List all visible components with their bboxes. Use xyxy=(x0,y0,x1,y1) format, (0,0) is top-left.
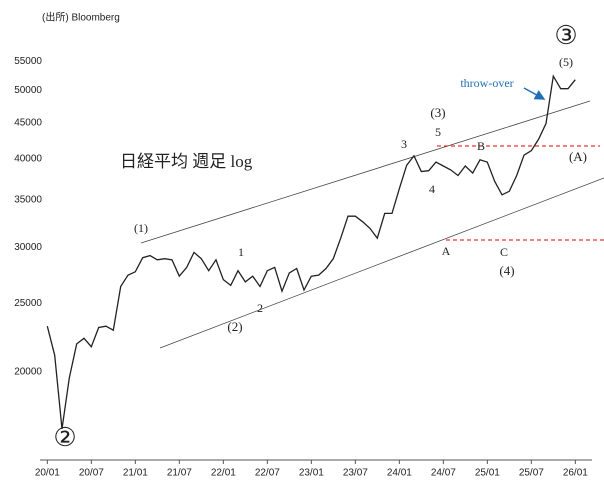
annotation: throw-over xyxy=(460,76,513,90)
x-tick-label: 20/01 xyxy=(35,468,60,479)
y-tick-label: 45000 xyxy=(14,117,42,128)
x-tick-label: 21/07 xyxy=(167,468,192,479)
annotation: (4) xyxy=(499,263,514,278)
annotation: 1 xyxy=(238,245,244,259)
annotation: C xyxy=(500,245,508,259)
annotation: 4 xyxy=(429,182,435,196)
x-tick-label: 24/07 xyxy=(431,468,456,479)
y-tick-label: 35000 xyxy=(14,195,42,206)
annotation: (2) xyxy=(227,319,242,334)
y-tick-label: 50000 xyxy=(14,85,42,96)
y-tick-label: 40000 xyxy=(14,154,42,165)
annotation: (3) xyxy=(430,105,445,120)
annotation: 3 xyxy=(401,137,407,151)
arrow xyxy=(523,87,546,100)
annotation: ② xyxy=(53,423,76,452)
annotation: 2 xyxy=(257,301,263,315)
x-tick-label: 23/07 xyxy=(343,468,368,479)
annotation: ③ xyxy=(554,21,577,50)
y-tick-label: 55000 xyxy=(14,56,42,67)
x-tick-label: 23/01 xyxy=(299,468,324,479)
annotation: (1) xyxy=(134,221,148,235)
x-tick-label: 24/01 xyxy=(387,468,412,479)
annotation: B xyxy=(477,139,485,153)
chart-title: 日経平均 週足 log xyxy=(120,152,253,171)
annotation: (5) xyxy=(559,55,573,69)
y-tick-label: 20000 xyxy=(14,366,42,377)
y-tick-label: 25000 xyxy=(14,298,42,309)
annotation: (A) xyxy=(569,149,587,164)
channel-upper xyxy=(140,100,591,244)
y-tick-label: 30000 xyxy=(14,242,42,253)
x-tick-label: 25/01 xyxy=(475,468,500,479)
annotation: 5 xyxy=(435,125,441,139)
x-tick-label: 21/01 xyxy=(123,468,148,479)
x-tick-label: 22/07 xyxy=(255,468,280,479)
x-tick-label: 20/07 xyxy=(79,468,104,479)
price-line xyxy=(46,74,576,429)
channel-lower xyxy=(159,177,604,349)
x-tick-label: 25/07 xyxy=(519,468,544,479)
source: (出所) Bloomberg xyxy=(42,11,120,24)
x-tick-label: 22/01 xyxy=(211,468,236,479)
x-tick-label: 26/01 xyxy=(563,468,588,479)
annotation: A xyxy=(442,244,451,258)
